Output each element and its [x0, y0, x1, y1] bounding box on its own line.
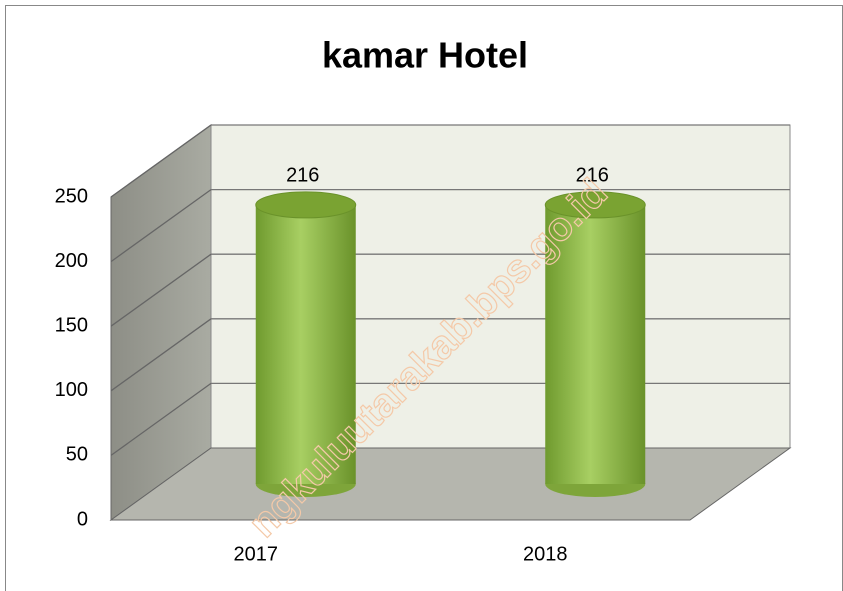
grid-line — [110, 382, 212, 456]
x-tick-label: 2017 — [234, 543, 279, 565]
bar-top — [255, 191, 357, 219]
grid-line — [110, 189, 212, 263]
y-tick-label: 200 — [55, 250, 88, 272]
y-tick-label: 100 — [55, 379, 88, 401]
bar — [545, 204, 646, 485]
data-label: 216 — [576, 164, 609, 186]
grid-line — [110, 318, 212, 392]
grid-line — [110, 124, 212, 198]
bar-top — [544, 191, 646, 219]
chart-title: kamar Hotel — [322, 35, 528, 76]
y-tick-label: 50 — [66, 444, 88, 466]
floor — [109, 447, 792, 521]
bar — [255, 204, 356, 485]
y-tick-label: 150 — [55, 314, 88, 336]
grid-line — [110, 253, 212, 327]
y-tick-label: 250 — [55, 185, 88, 207]
y-tick-label: 0 — [77, 508, 88, 530]
x-tick-label: 2018 — [523, 543, 568, 565]
data-label: 216 — [286, 164, 319, 186]
